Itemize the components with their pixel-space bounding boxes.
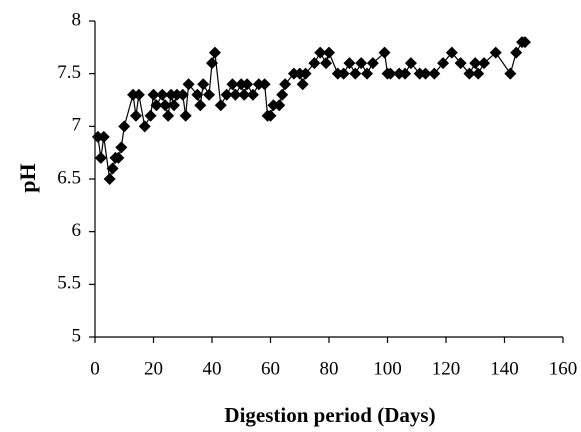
- data-point: [132, 88, 145, 101]
- data-point: [147, 88, 160, 101]
- data-point: [428, 67, 441, 80]
- data-point: [308, 57, 321, 70]
- data-point: [112, 151, 125, 164]
- data-point: [197, 78, 210, 91]
- data-point: [437, 57, 450, 70]
- data-point: [314, 46, 327, 59]
- data-point: [258, 78, 271, 91]
- x-tick-label: 160: [549, 358, 578, 379]
- data-point: [115, 141, 128, 154]
- x-tick-label: 140: [490, 358, 519, 379]
- data-point: [366, 57, 379, 70]
- data-point: [355, 57, 368, 70]
- data-point: [279, 78, 292, 91]
- data-point: [106, 162, 119, 175]
- x-tick-label: 100: [373, 358, 402, 379]
- data-point: [349, 67, 362, 80]
- data-point: [144, 109, 157, 122]
- y-tick-label: 6.5: [57, 167, 81, 188]
- data-point: [273, 99, 286, 112]
- data-point: [226, 78, 239, 91]
- data-point: [478, 57, 491, 70]
- data-point: [337, 67, 350, 80]
- data-point: [203, 88, 216, 101]
- x-tick-label: 20: [144, 358, 163, 379]
- data-point: [320, 57, 333, 70]
- y-tick-label: 7.5: [57, 62, 81, 83]
- data-point: [378, 46, 391, 59]
- y-tick-label: 5: [72, 325, 82, 346]
- data-point: [510, 46, 523, 59]
- data-point: [194, 99, 207, 112]
- data-point: [179, 109, 192, 122]
- data-point: [129, 109, 142, 122]
- data-point: [94, 151, 107, 164]
- data-point: [97, 130, 110, 143]
- data-point: [206, 57, 218, 70]
- x-axis-label: Digestion period (Days): [224, 403, 435, 427]
- data-point: [343, 57, 356, 70]
- y-tick-label: 8: [72, 9, 82, 30]
- data-point: [220, 88, 233, 101]
- data-point: [156, 88, 169, 101]
- data-point: [399, 67, 412, 80]
- data-point: [191, 88, 204, 101]
- x-tick-label: 80: [320, 358, 339, 379]
- data-point: [176, 88, 189, 101]
- data-point: [214, 99, 227, 112]
- data-point: [208, 46, 221, 59]
- y-tick-label: 7: [72, 115, 82, 136]
- data-point: [167, 99, 180, 112]
- data-point: [454, 57, 467, 70]
- data-point: [296, 78, 309, 91]
- data-point: [419, 67, 432, 80]
- x-tick-label: 60: [261, 358, 280, 379]
- data-point: [264, 109, 277, 122]
- data-point: [138, 120, 151, 133]
- data-point: [472, 67, 485, 80]
- data-point: [162, 109, 175, 122]
- data-point: [276, 88, 289, 101]
- data-point: [489, 46, 502, 59]
- data-point: [182, 78, 195, 91]
- data-point: [463, 67, 476, 80]
- y-tick-label: 6: [72, 220, 82, 241]
- y-tick-label: 5.5: [57, 273, 81, 294]
- data-point: [504, 67, 517, 80]
- data-point: [361, 67, 374, 80]
- data-point: [469, 57, 482, 70]
- data-point: [118, 120, 131, 133]
- data-point: [103, 173, 116, 185]
- data-point: [384, 67, 397, 80]
- data-point: [238, 88, 251, 101]
- data-point: [150, 99, 163, 112]
- data-point: [246, 88, 259, 101]
- data-point: [241, 78, 254, 91]
- data-point: [404, 57, 417, 70]
- y-axis-label: pH: [15, 163, 40, 192]
- x-tick-label: 120: [432, 358, 461, 379]
- data-point: [323, 46, 335, 59]
- x-tick-label: 40: [203, 358, 222, 379]
- data-point: [518, 36, 531, 49]
- x-tick-label: 0: [90, 358, 100, 379]
- data-point: [299, 67, 312, 80]
- data-point: [445, 46, 458, 59]
- data-point: [159, 99, 172, 112]
- data-point: [229, 88, 242, 101]
